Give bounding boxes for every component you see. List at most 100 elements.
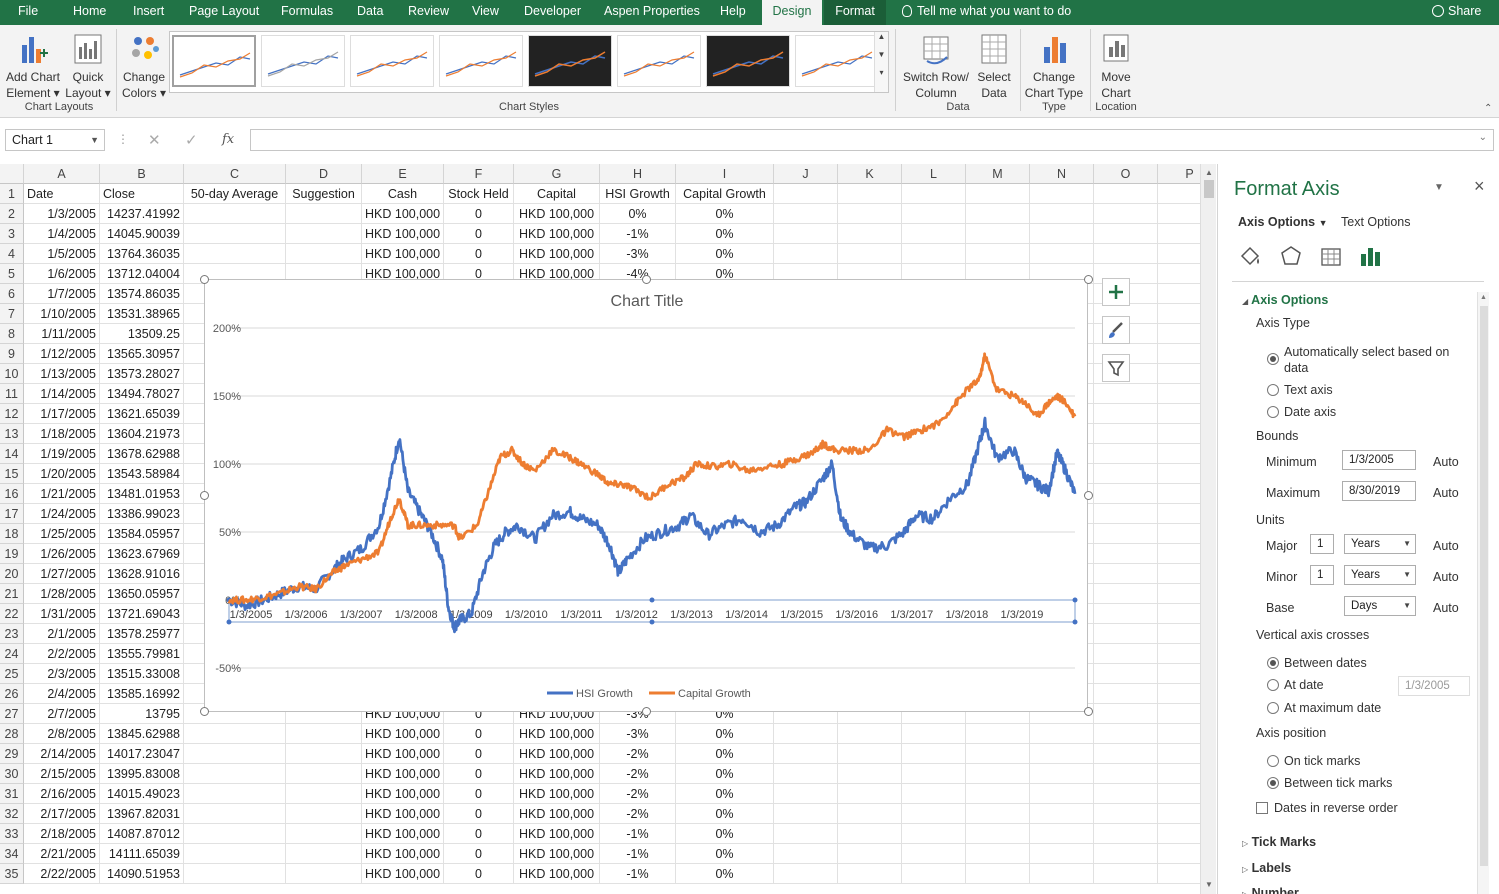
gallery-scroll[interactable]: ▲ ▼ ▾: [874, 32, 888, 92]
minor-input[interactable]: 1: [1310, 565, 1334, 585]
table-cell[interactable]: [1158, 844, 1200, 864]
collapse-ribbon-icon[interactable]: ⌃: [1484, 103, 1493, 114]
table-cell[interactable]: [902, 704, 966, 724]
column-header-b[interactable]: B: [100, 164, 184, 184]
table-cell[interactable]: 2/8/2005: [24, 724, 100, 744]
row-header[interactable]: 33: [0, 824, 24, 844]
table-cell[interactable]: [184, 784, 286, 804]
table-cell[interactable]: 1/11/2005: [24, 324, 100, 344]
row-header[interactable]: 14: [0, 444, 24, 464]
header-cell[interactable]: Stock Held: [444, 184, 514, 204]
table-cell[interactable]: [774, 224, 838, 244]
tab-developer[interactable]: Developer: [524, 4, 581, 18]
tab-axis-options[interactable]: Axis Options ▼: [1238, 215, 1328, 229]
table-cell[interactable]: [966, 204, 1030, 224]
table-cell[interactable]: 14015.49023: [100, 784, 184, 804]
table-cell[interactable]: 2/18/2005: [24, 824, 100, 844]
pane-scrollbar[interactable]: ▲: [1477, 292, 1489, 894]
enter-icon[interactable]: ✓: [185, 132, 198, 149]
select-data-button[interactable]: Select Data: [972, 29, 1016, 101]
table-cell[interactable]: HKD 100,000: [362, 724, 444, 744]
table-cell[interactable]: [184, 204, 286, 224]
header-cell[interactable]: Close: [100, 184, 184, 204]
row-header[interactable]: 8: [0, 324, 24, 344]
table-cell[interactable]: 13650.05957: [100, 584, 184, 604]
table-cell[interactable]: [1158, 424, 1200, 444]
table-cell[interactable]: [1158, 704, 1200, 724]
table-cell[interactable]: [1158, 244, 1200, 264]
header-cell[interactable]: 50-day Average: [184, 184, 286, 204]
add-chart-element-button[interactable]: Add Chart Element ▾: [2, 29, 64, 101]
resize-handle-bottom-left[interactable]: [200, 707, 209, 716]
table-cell[interactable]: [184, 824, 286, 844]
table-cell[interactable]: 13543.58984: [100, 464, 184, 484]
move-chart-button[interactable]: Move Chart: [1093, 29, 1139, 101]
change-chart-type-button[interactable]: Change Chart Type: [1022, 29, 1086, 101]
minimum-auto[interactable]: Auto: [1433, 455, 1459, 469]
table-cell[interactable]: [286, 764, 362, 784]
row-header[interactable]: 15: [0, 464, 24, 484]
at-maximum-date-radio[interactable]: [1267, 702, 1279, 714]
table-cell[interactable]: 1/13/2005: [24, 364, 100, 384]
table-cell[interactable]: 1/19/2005: [24, 444, 100, 464]
table-cell[interactable]: 14111.65039: [100, 844, 184, 864]
chart-style-1[interactable]: [172, 35, 256, 87]
table-cell[interactable]: 2/1/2005: [24, 624, 100, 644]
row-header[interactable]: 30: [0, 764, 24, 784]
table-cell[interactable]: HKD 100,000: [514, 784, 600, 804]
table-cell[interactable]: [838, 804, 902, 824]
table-cell[interactable]: [1158, 864, 1200, 884]
column-header-k[interactable]: K: [838, 164, 902, 184]
table-cell[interactable]: [1158, 304, 1200, 324]
table-cell[interactable]: 1/5/2005: [24, 244, 100, 264]
tab-design[interactable]: Design: [762, 0, 822, 25]
header-cell[interactable]: Date: [24, 184, 100, 204]
table-cell[interactable]: 13721.69043: [100, 604, 184, 624]
table-cell[interactable]: [902, 824, 966, 844]
table-cell[interactable]: [1030, 704, 1094, 724]
resize-handle-top-left[interactable]: [200, 275, 209, 284]
table-cell[interactable]: [184, 744, 286, 764]
table-cell[interactable]: [902, 784, 966, 804]
table-cell[interactable]: -1%: [600, 824, 676, 844]
row-header[interactable]: 26: [0, 684, 24, 704]
table-cell[interactable]: 0: [444, 764, 514, 784]
table-cell[interactable]: [1094, 824, 1158, 844]
table-cell[interactable]: 1/3/2005: [24, 204, 100, 224]
table-cell[interactable]: [1158, 224, 1200, 244]
table-cell[interactable]: [774, 844, 838, 864]
table-cell[interactable]: [286, 704, 362, 724]
table-cell[interactable]: [774, 824, 838, 844]
table-cell[interactable]: [286, 804, 362, 824]
effects-icon[interactable]: [1278, 244, 1304, 268]
table-cell[interactable]: 14237.41992: [100, 204, 184, 224]
row-header[interactable]: 7: [0, 304, 24, 324]
table-cell[interactable]: [1030, 244, 1094, 264]
table-cell[interactable]: [286, 224, 362, 244]
row-header[interactable]: 12: [0, 404, 24, 424]
table-cell[interactable]: 13584.05957: [100, 524, 184, 544]
table-cell[interactable]: [1030, 724, 1094, 744]
table-cell[interactable]: [1158, 344, 1200, 364]
header-cell[interactable]: Capital Growth: [676, 184, 774, 204]
table-cell[interactable]: 13555.79981: [100, 644, 184, 664]
column-header-o[interactable]: O: [1094, 164, 1158, 184]
chart-style-6[interactable]: [617, 35, 701, 87]
column-header-p[interactable]: P: [1158, 164, 1200, 184]
table-cell[interactable]: [184, 864, 286, 884]
resize-handle-top-right[interactable]: [1084, 275, 1093, 284]
at-date-radio[interactable]: [1267, 679, 1279, 691]
table-cell[interactable]: [774, 804, 838, 824]
tab-formulas[interactable]: Formulas: [281, 4, 334, 18]
table-cell[interactable]: [184, 724, 286, 744]
table-cell[interactable]: [1158, 584, 1200, 604]
table-cell[interactable]: 0: [444, 704, 514, 724]
table-cell[interactable]: [1030, 824, 1094, 844]
table-cell[interactable]: HKD 100,000: [362, 764, 444, 784]
table-cell[interactable]: 1/26/2005: [24, 544, 100, 564]
table-cell[interactable]: [1158, 524, 1200, 544]
row-header[interactable]: 10: [0, 364, 24, 384]
table-cell[interactable]: [1094, 744, 1158, 764]
row-header[interactable]: 22: [0, 604, 24, 624]
minor-auto[interactable]: Auto: [1433, 570, 1459, 584]
